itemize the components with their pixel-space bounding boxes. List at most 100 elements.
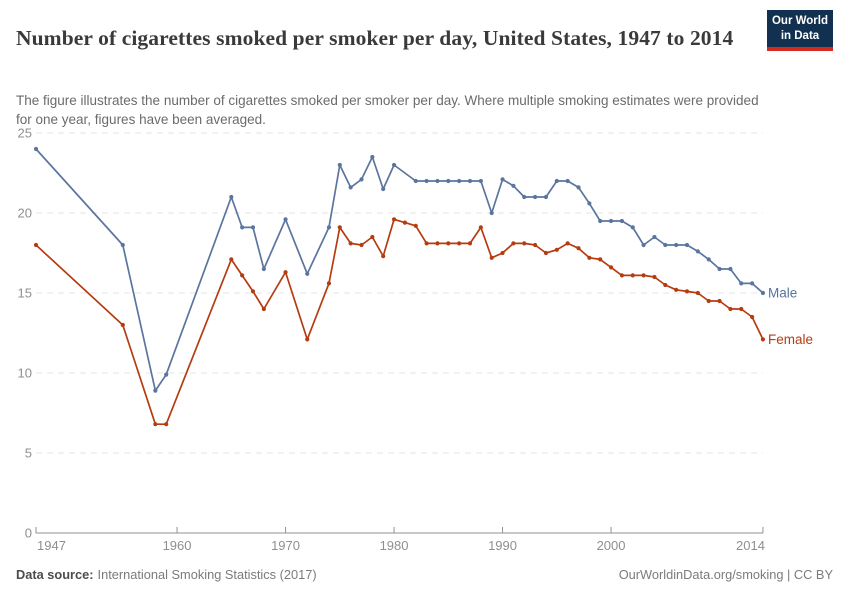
y-tick-label: 5	[25, 446, 32, 461]
male-point	[435, 178, 440, 184]
female-point	[467, 241, 473, 246]
female-point	[619, 273, 625, 278]
data-source-value: International Smoking Statistics (2017)	[97, 567, 317, 582]
female-point	[164, 422, 169, 427]
x-tick-label: 1980	[380, 538, 409, 553]
female-point	[413, 223, 418, 228]
male-point	[587, 201, 592, 206]
male-point	[717, 266, 722, 272]
male-point	[565, 178, 570, 184]
female-point	[598, 257, 603, 262]
male-point	[706, 257, 711, 262]
male-point	[500, 177, 505, 182]
male-point	[240, 225, 245, 230]
attribution[interactable]: OurWorldinData.org/smoking | CC BY	[618, 567, 833, 582]
owid-logo-line1: Our World	[771, 14, 828, 27]
female-point	[695, 290, 700, 296]
male-point	[261, 266, 266, 272]
female-point	[435, 241, 440, 246]
female-point	[717, 298, 722, 304]
male-point	[543, 194, 549, 200]
female-point	[250, 289, 256, 294]
female-point	[728, 306, 733, 312]
female-point	[359, 242, 364, 248]
x-tick-label: 1947	[37, 538, 66, 553]
male-point	[229, 194, 234, 200]
female-point	[326, 281, 332, 286]
male-point	[728, 266, 733, 272]
male-point	[359, 177, 364, 182]
male-point	[381, 186, 386, 192]
male-point	[739, 281, 744, 286]
female-point	[760, 337, 766, 342]
female-point	[674, 287, 679, 292]
female-point	[533, 242, 538, 248]
male-point	[391, 162, 397, 168]
female-point	[33, 242, 39, 248]
owid-logo[interactable]: Our World in Data	[767, 10, 833, 51]
y-tick-label: 25	[18, 126, 32, 141]
owid-logo-line2: in Data	[780, 29, 820, 42]
female-point	[240, 273, 245, 278]
female-point	[608, 265, 614, 270]
female-point	[402, 220, 407, 225]
female-point	[229, 257, 234, 262]
male-point	[283, 217, 288, 222]
female-point	[565, 241, 570, 246]
male-point	[305, 271, 310, 276]
x-tick-label: 1970	[271, 538, 300, 553]
male-point	[760, 290, 766, 296]
male-point	[619, 218, 625, 224]
male-point	[576, 185, 581, 190]
male-point	[370, 154, 375, 160]
male-point	[337, 162, 342, 168]
chart-subtitle: The figure illustrates the number of cig…	[16, 92, 759, 128]
male-point	[608, 218, 614, 224]
male-point	[630, 225, 635, 230]
female-point	[587, 255, 592, 260]
male-point	[695, 249, 700, 254]
male-point	[446, 178, 451, 184]
male-point	[120, 242, 125, 248]
female-point	[424, 241, 429, 246]
male-point	[663, 242, 668, 248]
male-point	[457, 178, 462, 184]
male-point	[153, 388, 158, 393]
y-tick-label: 15	[18, 286, 32, 301]
male-point	[674, 242, 679, 248]
male-point	[750, 281, 755, 286]
female-point	[120, 322, 125, 328]
female-point	[739, 306, 744, 312]
male-point	[348, 185, 353, 190]
female-point	[500, 250, 505, 256]
data-source: Data source: International Smoking Statis…	[16, 567, 317, 582]
male-point	[478, 178, 483, 184]
female-point	[511, 241, 516, 246]
female-point	[684, 289, 690, 294]
female-point	[706, 298, 711, 304]
male-point	[598, 218, 603, 224]
male-point	[554, 178, 559, 184]
male-point	[641, 242, 646, 248]
x-tick-label: 1960	[163, 538, 192, 553]
female-point	[153, 422, 158, 427]
male-point	[511, 183, 516, 188]
female-point	[446, 241, 451, 246]
female-point	[283, 270, 288, 275]
male-point	[164, 372, 169, 377]
male-series-label: Male	[768, 286, 797, 301]
female-line	[35, 218, 764, 426]
male-point	[326, 225, 332, 230]
y-tick-label: 10	[18, 366, 32, 381]
female-point	[750, 314, 755, 320]
page-title: Number of cigarettes smoked per smoker p…	[16, 26, 734, 51]
female-series-label: Female	[768, 332, 813, 347]
male-point	[489, 210, 494, 216]
female-point	[652, 274, 657, 280]
x-tick-label: 1990	[488, 538, 517, 553]
female-point	[663, 282, 668, 288]
female-point	[641, 273, 646, 278]
male-point	[250, 225, 256, 230]
female-point	[457, 241, 462, 246]
